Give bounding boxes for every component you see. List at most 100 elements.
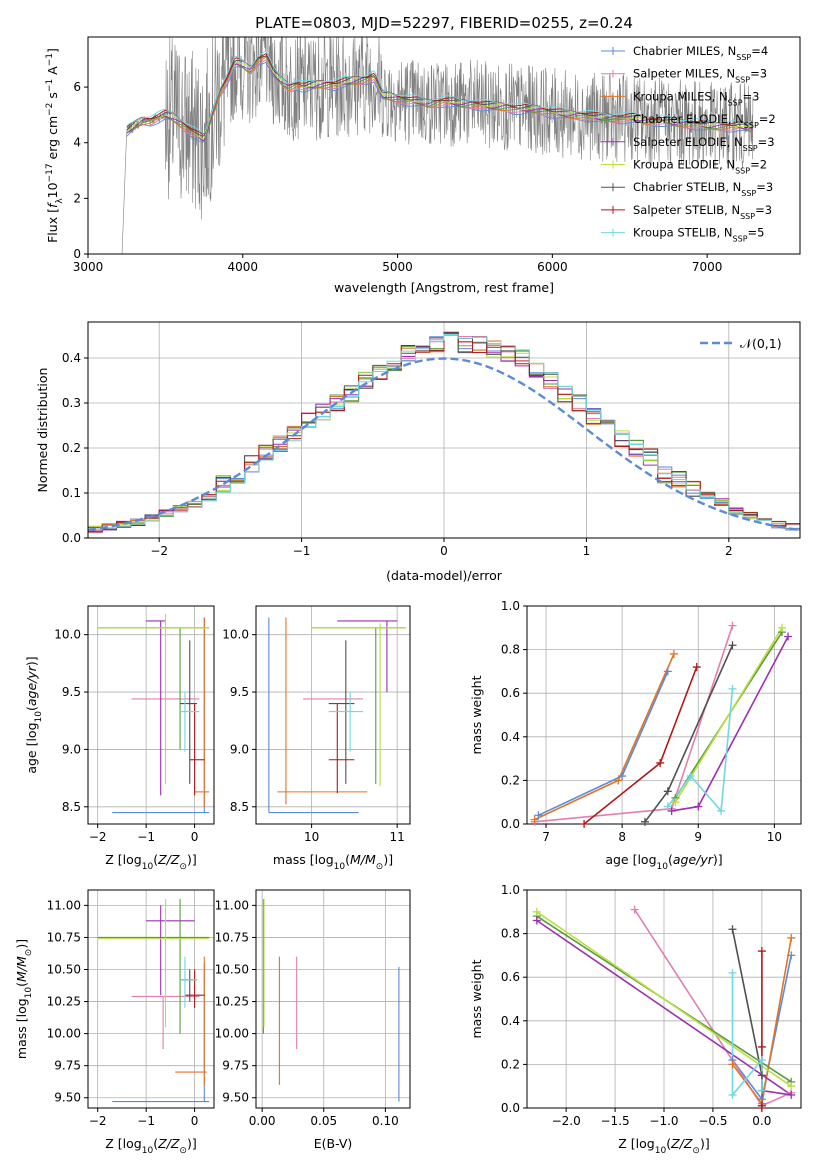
axes-frame [87, 605, 215, 825]
y-tick-label: 10.75 [47, 930, 81, 944]
plus-marker [787, 1090, 796, 1099]
axis-label-part: erg cm [45, 116, 60, 164]
y-tick-label: 9.5 [62, 685, 81, 699]
plus-marker [663, 802, 672, 811]
y-axis-label: mass weight [469, 675, 484, 754]
x-tick-label: 1 [583, 544, 591, 558]
axis-label-part: age [log [24, 722, 39, 773]
y-axis-label: mass weight [469, 959, 484, 1038]
legend-label: Salpeter MILES, NSSP=3 [633, 67, 767, 85]
plus-marker [580, 820, 589, 828]
mass-weight-line [536, 911, 792, 1087]
plus-marker [530, 815, 539, 824]
legend-label: Kroupa ELODIE, NSSP=2 [633, 158, 767, 176]
y-tick-label: 2 [73, 191, 81, 205]
x-tick-label: −1.0 [649, 1114, 678, 1128]
axis-label-part: 10 [34, 711, 44, 723]
mass-weight-line [667, 688, 734, 813]
x-axis-label: Z [log10(Z/Z⊙)] [618, 1136, 709, 1156]
y-tick-label: 9.50 [222, 1091, 249, 1105]
axis-label-part: ( [153, 1136, 158, 1151]
y-tick-label: 11.00 [215, 898, 249, 912]
y-tick-label: 0.2 [62, 441, 81, 455]
model-line-kroupa-stelib [126, 50, 753, 134]
panel-mass-vs-EBV: 0.00 0.05 0.10 9.50 9.75 10.00 10.25 10.50 10.75… [215, 889, 411, 1151]
legend-label-sub: SSP [736, 53, 751, 62]
plus-marker [784, 632, 793, 641]
plus-marker [630, 905, 639, 914]
y-tick-label: 0.2 [501, 773, 520, 787]
legend-label-sub: SSP [743, 143, 758, 152]
axis-label-part: −2 [45, 103, 55, 116]
axis-label-part: M/M [14, 956, 29, 982]
y-axis-label: mass [log10(M/M⊙)] [14, 939, 34, 1059]
axis-label-part: −17 [45, 163, 55, 182]
x-tick-label: −2 [89, 830, 107, 844]
axis-label-part: )] [187, 1136, 197, 1151]
x-tick-label: 0.0 [752, 1114, 771, 1128]
axis-label-part: mass [log [273, 852, 334, 867]
x-tick-label: 0 [191, 1114, 199, 1128]
panel-residuals: −2 −1 0 1 2 0.0 0.1 0.2 0.3 0.4 𝒩(0,1) (data-model)… [35, 321, 801, 583]
axis-label-part: ( [24, 706, 39, 711]
x-tick-label: 10 [304, 830, 319, 844]
plus-marker [728, 1060, 737, 1069]
plus-marker [534, 811, 543, 820]
axis-label-part: )] [187, 852, 197, 867]
plus-marker [757, 947, 766, 956]
plus-marker [757, 1086, 766, 1095]
axis-label-part: ( [666, 1136, 671, 1151]
plus-marker [728, 1090, 737, 1099]
axis-label-part: −1 [45, 79, 55, 92]
x-tick-label: 2 [725, 544, 733, 558]
legend-label-end: =2 [759, 112, 776, 126]
plus-marker [532, 916, 541, 925]
normal-distribution-curve [88, 357, 800, 532]
panel-mass-vs-Z: −2 −1 0 9.50 9.75 10.00 10.25 10.50 10.75 11.00 Z … [14, 889, 215, 1156]
axis-label-part: wavelength [Angstrom, rest frame] [334, 280, 554, 295]
legend-label-end: =3 [756, 180, 773, 194]
axes-frame [526, 889, 802, 1109]
plus-marker [757, 1104, 766, 1112]
axis-label-part: )] [383, 852, 393, 867]
plus-marker [692, 663, 701, 672]
figure-title: PLATE=0803, MJD=52297, FIBERID=0255, z=0… [255, 14, 633, 32]
axis-label-part: ⊙ [376, 862, 384, 872]
legend-label-main: Kroupa ELODIE, N [633, 158, 735, 172]
y-tick-label: 10.0 [222, 628, 249, 642]
y-tick-label: 8.5 [230, 800, 249, 814]
axis-label-part: Z [log [618, 1136, 654, 1151]
legend-label-end: =4 [751, 44, 768, 58]
legend-label-main: Chabrier STELIB, N [633, 180, 741, 194]
axis-label-part: ⊙ [179, 862, 187, 872]
y-tick-label: 4 [73, 136, 81, 150]
legend-label-sub: SSP [728, 98, 743, 107]
y-tick-label: 0.0 [62, 531, 81, 545]
x-tick-label: 4000 [228, 260, 259, 274]
x-tick-label: −1.5 [601, 1114, 630, 1128]
legend-label-main: Kroupa STELIB, N [633, 226, 733, 240]
plus-marker [618, 772, 627, 781]
y-tick-label: 1.0 [501, 599, 520, 613]
y-tick-label: 8.5 [62, 800, 81, 814]
legend-label-main: Salpeter MILES, N [633, 67, 735, 81]
y-tick-label: 0.2 [501, 1057, 520, 1071]
plus-marker [532, 907, 541, 916]
panel-spectrum: 3000 4000 5000 6000 7000 0 2 4 6 wavelength [Angs… [45, 36, 801, 295]
y-tick-label: 10.25 [215, 995, 249, 1009]
legend-label: 𝒩(0,1) [740, 336, 782, 351]
plus-marker [787, 951, 796, 960]
plus-marker [656, 758, 665, 767]
x-tick-label: 0 [191, 830, 199, 844]
y-tick-label: 0.6 [501, 686, 520, 700]
mass-weight-line [644, 644, 734, 823]
panel-mass-weight-vs-Z: −2.0 −1.5 −1.0 −0.5 0.0 0.0 0.2 0.4 0.6 0.8 1.0 Z [… [469, 883, 802, 1156]
x-tick-label: 6000 [537, 260, 568, 274]
y-axis-label: Flux [fλ10−17 erg cm−2 s−1 A−1] [45, 48, 65, 243]
axis-label-part: )] [14, 939, 29, 949]
axis-label-part: )] [713, 852, 723, 867]
legend-label-main: Chabrier ELODIE, N [633, 112, 744, 126]
plot-area [88, 890, 214, 1108]
x-tick-label: 7000 [692, 260, 723, 274]
